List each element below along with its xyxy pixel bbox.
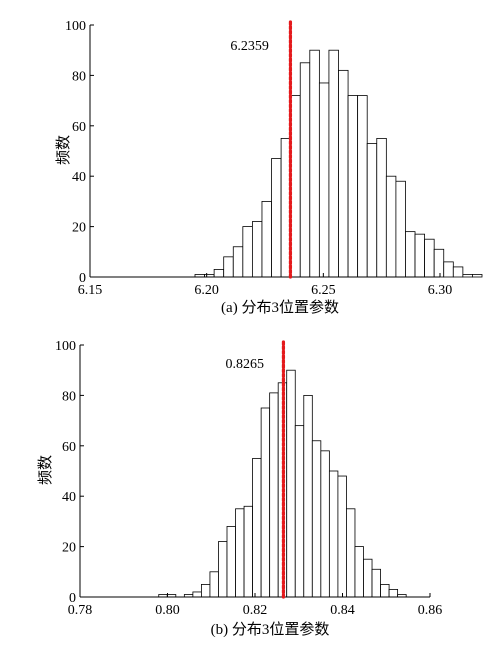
y-tick-label: 0 [79,271,86,286]
histogram-bar [414,233,425,278]
mean-marker-label: 0.8265 [225,357,264,372]
x-tick-label: 0.80 [155,603,180,618]
histogram-bar [226,526,236,598]
x-axis-ticks: 6.15 6.20 6.25 6.30 [78,273,453,298]
histogram-bar [303,394,313,598]
y-tick-label: 80 [72,69,86,84]
x-tick-label: 6.30 [428,283,453,298]
histogram-bar [286,369,296,598]
histogram-bar [311,440,322,598]
histogram-bar [261,200,272,278]
histogram-bar [443,261,454,278]
x-tick-label: 0.82 [243,603,268,618]
panel-caption: (b) 分布3位置参数 [211,621,330,638]
histogram-bar [366,143,378,278]
histogram-bar [452,266,464,278]
histogram-bar [235,508,245,598]
x-tick-label: 0.84 [330,603,355,618]
histogram-bar [328,470,339,598]
x-tick-label: 6.25 [311,283,336,298]
x-tick-label: 6.20 [194,283,219,298]
histogram-bar [424,238,435,278]
y-tick-label: 0 [69,591,76,606]
histogram-bar [201,584,211,598]
axes [89,25,440,278]
histogram-bar [271,158,282,278]
histogram-bar [269,392,279,598]
histogram-bar [251,221,263,278]
x-tick-label: 0.86 [418,603,443,618]
histogram-bar [328,49,339,278]
histogram-bar [243,505,253,598]
y-tick-label: 20 [72,221,86,236]
histogram-bar [192,591,202,598]
histogram-bar [363,558,373,598]
histogram-bar [252,457,262,598]
y-tick-label: 40 [62,490,76,505]
panel-caption: (a) 分布3位置参数 [221,299,339,316]
histogram-bar [376,137,387,278]
y-tick-label: 80 [62,389,76,404]
histogram-bar [338,69,349,278]
histogram-bar [462,274,473,278]
y-axis-label: 频数 [55,135,72,165]
histogram-bar [318,82,330,278]
histogram-bar [294,425,305,598]
y-axis-ticks: 0 20 40 60 80 100 [65,19,94,286]
histogram-bar [232,246,244,278]
y-tick-label: 100 [55,339,76,354]
histogram-bar [209,571,219,598]
histogram-bar [320,450,330,598]
histogram-bar [218,541,228,598]
histogram-bar [290,95,301,278]
x-axis-ticks: 0.78 0.80 0.82 0.84 0.86 [68,593,443,618]
y-axis-label: 频数 [37,455,54,485]
histogram-bar [380,584,390,598]
y-tick-label: 60 [62,440,76,455]
histogram-bar [260,407,271,598]
histogram-bar [242,226,253,278]
y-tick-label: 100 [65,19,86,34]
y-tick-label: 60 [72,120,86,135]
histogram-bars [194,49,483,278]
histogram-bar [337,475,347,598]
histogram-bar [309,49,320,278]
histogram-bar [385,175,397,278]
histogram-bar [223,256,234,278]
histogram-bar [388,589,399,598]
histogram-bar [346,508,356,598]
histogram-bar [371,568,381,598]
histogram-bar [433,248,445,278]
histogram-bar [347,95,359,278]
histogram-bar [354,546,364,598]
x-tick-label: 6.15 [78,283,103,298]
x-tick-label: 0.78 [68,603,93,618]
chart-panel-b: 0.78 0.80 0.82 0.84 0.86 0 20 40 60 80 100 0.8265… [37,339,442,638]
histogram-bar [213,269,225,278]
histogram-bar [472,274,483,278]
mean-marker-label: 6.2359 [230,39,269,54]
histogram-bar [299,62,311,278]
y-tick-label: 20 [62,541,76,556]
y-axis-ticks: 0 20 40 60 80 100 [55,339,84,606]
histogram-bar [395,180,406,278]
histogram-bar [405,231,416,278]
histogram-bars [158,369,407,598]
histogram-bar [357,95,368,278]
y-tick-label: 40 [72,170,86,185]
